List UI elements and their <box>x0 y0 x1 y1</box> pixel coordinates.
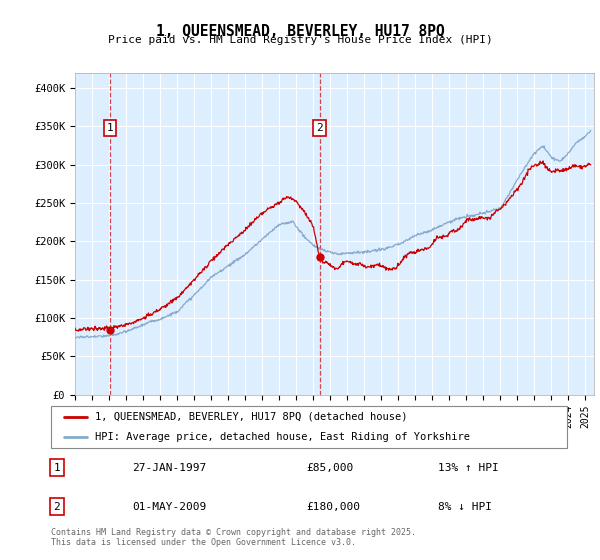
Text: Price paid vs. HM Land Registry's House Price Index (HPI): Price paid vs. HM Land Registry's House … <box>107 35 493 45</box>
Text: £85,000: £85,000 <box>306 463 353 473</box>
Text: Contains HM Land Registry data © Crown copyright and database right 2025.
This d: Contains HM Land Registry data © Crown c… <box>51 528 416 547</box>
Text: 13% ↑ HPI: 13% ↑ HPI <box>438 463 499 473</box>
Text: 27-JAN-1997: 27-JAN-1997 <box>132 463 206 473</box>
Text: 1: 1 <box>107 123 113 133</box>
Text: 2: 2 <box>53 502 61 512</box>
Text: HPI: Average price, detached house, East Riding of Yorkshire: HPI: Average price, detached house, East… <box>95 432 470 442</box>
Text: £180,000: £180,000 <box>306 502 360 512</box>
Text: 2: 2 <box>316 123 323 133</box>
Text: 01-MAY-2009: 01-MAY-2009 <box>132 502 206 512</box>
FancyBboxPatch shape <box>50 405 568 449</box>
Text: 8% ↓ HPI: 8% ↓ HPI <box>438 502 492 512</box>
Text: 1, QUEENSMEAD, BEVERLEY, HU17 8PQ: 1, QUEENSMEAD, BEVERLEY, HU17 8PQ <box>155 24 445 39</box>
Text: 1, QUEENSMEAD, BEVERLEY, HU17 8PQ (detached house): 1, QUEENSMEAD, BEVERLEY, HU17 8PQ (detac… <box>95 412 407 422</box>
Text: 1: 1 <box>53 463 61 473</box>
